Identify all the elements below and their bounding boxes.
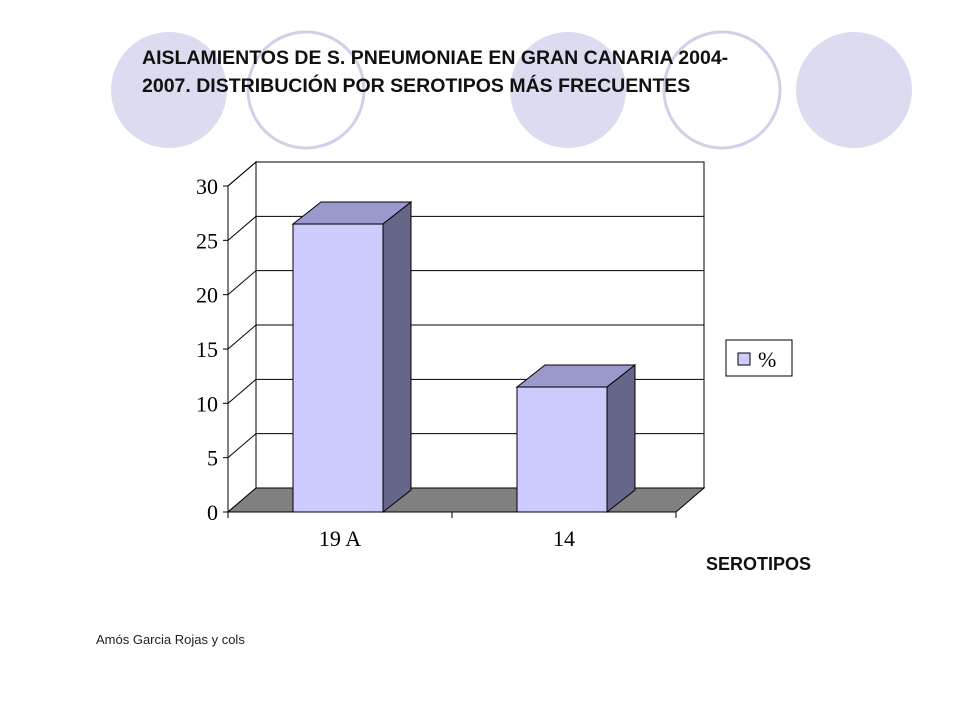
gridline	[227, 270, 704, 296]
legend-box	[725, 339, 793, 377]
slide-title: AISLAMIENTOS DE S. PNEUMONIAE EN GRAN CA…	[142, 44, 872, 100]
deco-circle-filled-1	[111, 32, 227, 148]
gridline	[227, 215, 704, 241]
deco-circle-filled-3	[796, 32, 912, 148]
credit-text: Amós Garcia Rojas y cols	[96, 632, 245, 647]
bar-side	[606, 364, 636, 514]
y-tick-label: 15	[196, 337, 218, 362]
x-axis-title: SEROTIPOS	[706, 554, 812, 574]
x-tick-label: 19 A	[319, 526, 361, 551]
gridline	[227, 324, 704, 350]
y-tick-label: 30	[196, 174, 218, 199]
deco-circle-filled-2	[510, 32, 626, 148]
legend-swatch	[737, 352, 751, 366]
bar-side	[382, 201, 412, 514]
y-tick-label: 10	[196, 391, 218, 416]
y-tick-label: 20	[196, 283, 218, 308]
deco-circle-outline-1	[246, 30, 366, 150]
deco-circle-outline-2	[662, 30, 782, 150]
y-tick-label: 0	[207, 500, 218, 525]
y-tick-label: 5	[207, 446, 218, 471]
title-line-1: AISLAMIENTOS DE S. PNEUMONIAE EN GRAN CA…	[142, 47, 729, 69]
bar	[516, 386, 608, 513]
gridline	[227, 161, 704, 187]
bar	[292, 223, 384, 513]
y-tick-label: 25	[196, 228, 218, 253]
x-tick-label: 14	[553, 526, 575, 551]
legend-label: %	[758, 347, 776, 372]
title-line-2: 2007. DISTRIBUCIÓN POR SEROTIPOS MÁS FRE…	[142, 75, 691, 97]
